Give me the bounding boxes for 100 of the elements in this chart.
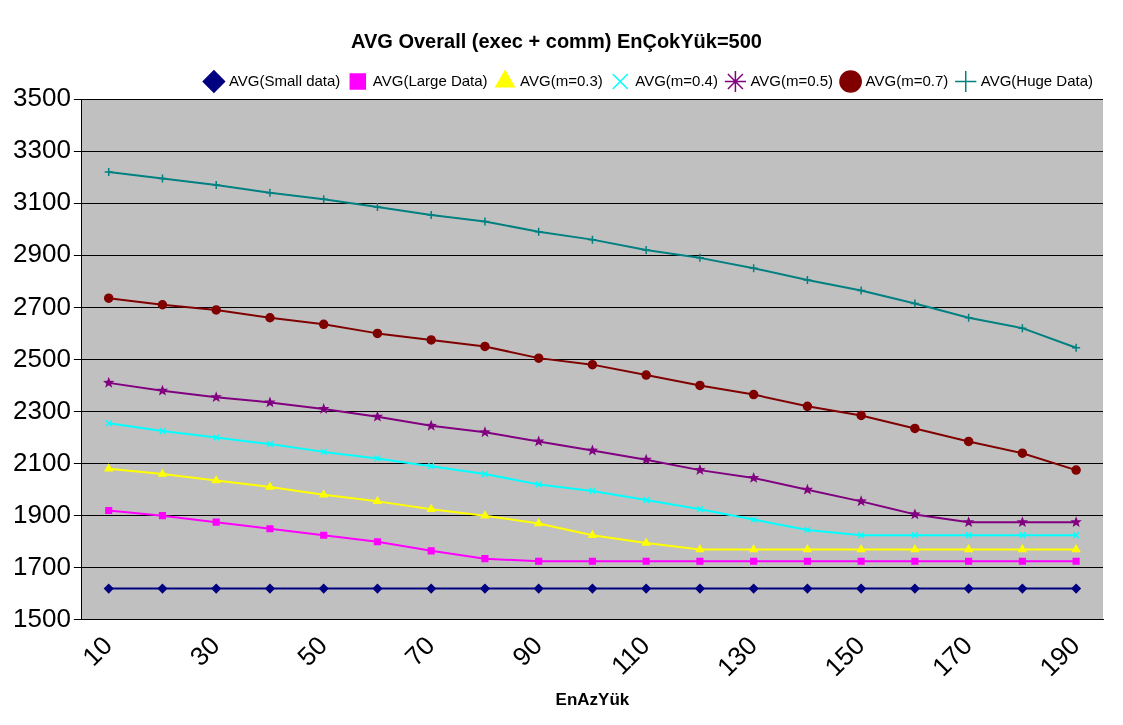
point — [103, 293, 114, 303]
point — [105, 419, 113, 427]
point — [750, 516, 758, 524]
point — [1071, 583, 1081, 594]
point — [535, 557, 543, 565]
point — [748, 389, 759, 400]
point — [855, 495, 867, 507]
point — [318, 583, 329, 594]
point — [910, 423, 920, 434]
point — [426, 335, 436, 345]
y-tick-label: 2500 — [13, 342, 71, 373]
point — [480, 216, 490, 227]
point — [265, 313, 275, 323]
point — [372, 583, 383, 594]
point — [1071, 342, 1081, 353]
point — [747, 471, 760, 483]
point — [964, 544, 973, 553]
y-tick-label: 1700 — [13, 550, 71, 581]
point — [426, 583, 436, 594]
legend-label: AVG(m=0.4) — [635, 71, 718, 89]
x-tick-label: 130 — [711, 630, 763, 682]
legend-label: AVG(m=0.5) — [750, 71, 834, 89]
point — [319, 490, 328, 498]
point — [641, 370, 651, 380]
point — [910, 544, 920, 553]
point — [587, 583, 598, 594]
point — [910, 583, 920, 594]
point — [802, 275, 813, 285]
point — [158, 469, 167, 477]
point — [264, 396, 276, 408]
point — [372, 202, 383, 212]
x-tick-label: 30 — [183, 630, 226, 672]
point — [587, 359, 598, 370]
point — [480, 583, 490, 594]
legend-label: AVG(Huge Data) — [980, 71, 1093, 89]
point — [1071, 544, 1081, 553]
point — [534, 518, 543, 527]
point — [427, 462, 435, 470]
point — [856, 410, 866, 421]
point — [211, 305, 221, 315]
point — [212, 518, 220, 526]
x-tick-label: 110 — [604, 630, 656, 681]
point — [266, 525, 274, 533]
point — [802, 583, 813, 594]
point — [481, 555, 489, 563]
point — [103, 376, 115, 388]
point — [803, 557, 811, 565]
point — [748, 583, 759, 594]
point — [103, 167, 114, 177]
point — [588, 487, 596, 495]
point — [533, 583, 544, 594]
point — [750, 557, 758, 565]
point — [426, 210, 436, 220]
x-axis-title: EnAzYük — [555, 690, 630, 710]
x-tick-label: 150 — [818, 630, 871, 682]
point — [265, 583, 275, 594]
point — [1017, 448, 1028, 458]
point — [1018, 544, 1027, 553]
x-tick-label: 10 — [76, 630, 119, 672]
point — [911, 557, 919, 565]
y-tick-label: 3100 — [13, 186, 71, 217]
point — [266, 440, 274, 448]
point — [856, 544, 866, 553]
point — [588, 530, 597, 538]
point — [211, 180, 221, 190]
y-tick-label: 2100 — [13, 446, 71, 477]
point — [480, 341, 490, 352]
point — [210, 391, 222, 403]
point — [749, 544, 758, 553]
point — [1017, 323, 1028, 333]
point — [104, 464, 113, 472]
point — [696, 557, 704, 565]
point — [320, 531, 328, 539]
point — [963, 313, 974, 323]
point — [479, 426, 491, 438]
y-tick-label: 2700 — [13, 290, 71, 321]
point — [105, 506, 113, 515]
point — [1070, 516, 1082, 528]
point — [158, 427, 167, 435]
point — [480, 510, 490, 519]
point — [803, 544, 812, 553]
point — [694, 464, 706, 475]
point — [963, 436, 974, 447]
point — [211, 583, 221, 594]
x-tick-label: 90 — [506, 630, 548, 672]
point — [317, 402, 330, 414]
point — [425, 419, 437, 431]
point — [856, 583, 866, 594]
point — [481, 470, 489, 478]
point — [1017, 583, 1028, 594]
point — [909, 508, 921, 520]
point — [265, 188, 275, 198]
x-tick-label: 70 — [398, 630, 441, 672]
point — [641, 538, 651, 546]
point — [695, 583, 705, 594]
point — [211, 475, 221, 484]
point — [1018, 557, 1026, 565]
point — [640, 453, 652, 465]
point — [318, 319, 329, 330]
point — [962, 516, 975, 528]
